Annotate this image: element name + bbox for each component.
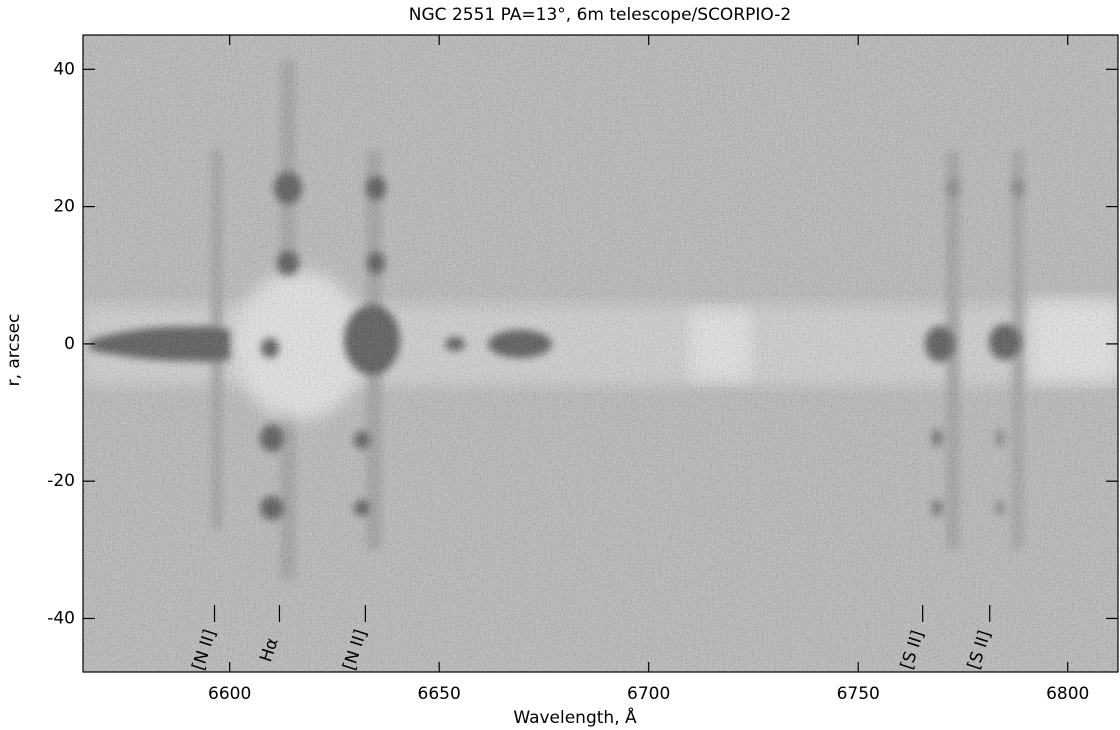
x-tick-label: 6700 bbox=[627, 684, 670, 704]
x-tick-label: 6750 bbox=[837, 684, 880, 704]
x-axis-label: Wavelength, Å bbox=[513, 706, 637, 728]
y-axis-label: r, arcsec bbox=[4, 314, 24, 387]
y-tick-label: -20 bbox=[47, 471, 75, 491]
y-tick-label: 0 bbox=[64, 334, 75, 354]
spectrum-image bbox=[83, 35, 1118, 672]
y-tick-label: 40 bbox=[53, 59, 75, 79]
x-tick-label: 6600 bbox=[208, 684, 251, 704]
x-tick-label: 6650 bbox=[418, 684, 461, 704]
x-tick-label: 6800 bbox=[1046, 684, 1089, 704]
y-tick-label: 20 bbox=[53, 197, 75, 217]
y-tick-label: -40 bbox=[47, 608, 75, 628]
plot-frame bbox=[82, 34, 1119, 673]
chart-title: NGC 2551 PA=13°, 6m telescope/SCORPIO-2 bbox=[409, 5, 791, 25]
